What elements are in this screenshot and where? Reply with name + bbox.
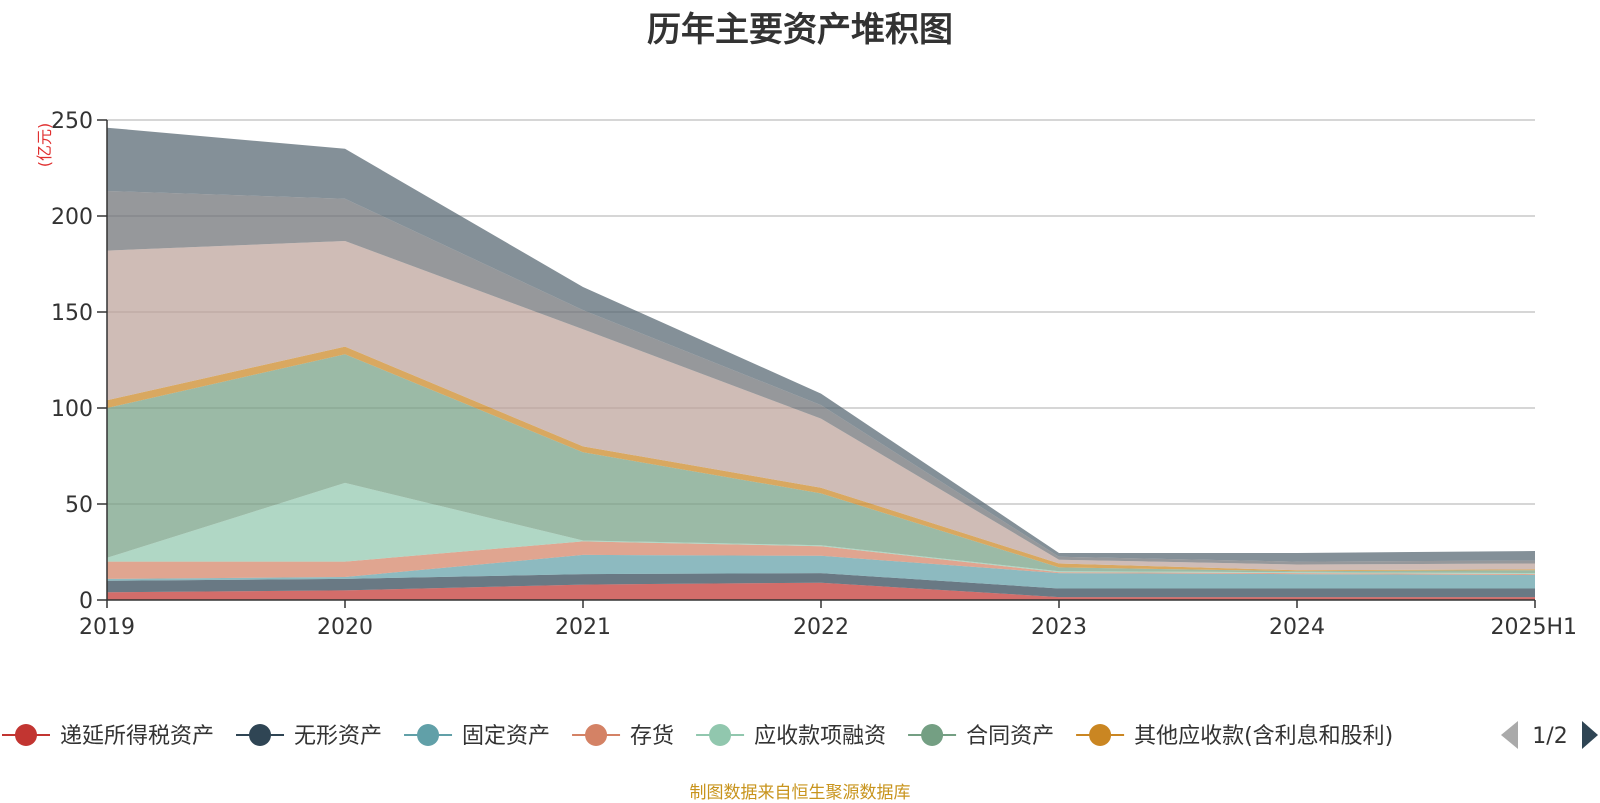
legend: 递延所得税资产 无形资产 固定资产 存货 应收款项融资 合同资产 其他应收款(含利息和股利)… bbox=[2, 721, 1598, 749]
legend-item[interactable]: 其他应收款(含利息和股利) bbox=[1076, 724, 1393, 749]
legend-label: 存货 bbox=[630, 724, 674, 749]
legend-label: 其他应收款(含利息和股利) bbox=[1134, 724, 1393, 749]
legend-label: 无形资产 bbox=[294, 724, 382, 749]
legend-marker bbox=[417, 724, 440, 746]
legend-item[interactable]: 应收款项融资 bbox=[696, 724, 886, 749]
area-series bbox=[107, 127, 1535, 600]
legend-item[interactable]: 合同资产 bbox=[908, 724, 1054, 749]
axes: 0 50 100 150 200 250(亿元) 2019 2020 2021 2022 2023 2… bbox=[35, 109, 1577, 640]
area-series-7 bbox=[107, 346, 1535, 572]
source-note: 制图数据来自恒生聚源数据库 bbox=[689, 783, 911, 803]
legend-label: 应收款项融资 bbox=[754, 724, 886, 749]
area-series-4 bbox=[107, 541, 1535, 579]
y-tick-label: 50 bbox=[65, 493, 93, 518]
legend-label: 固定资产 bbox=[462, 724, 550, 749]
area-series-5 bbox=[107, 482, 1535, 575]
area-series-8 bbox=[107, 241, 1535, 571]
y-tick-label: 100 bbox=[51, 397, 93, 422]
area-series-10 bbox=[107, 127, 1535, 562]
chart-title: 历年主要资产堆积图 bbox=[647, 10, 953, 50]
legend-item[interactable]: 固定资产 bbox=[404, 724, 550, 749]
x-tick-label: 2024 bbox=[1269, 615, 1325, 640]
area-series-3 bbox=[107, 554, 1535, 589]
legend-label: 递延所得税资产 bbox=[60, 724, 214, 749]
y-tick-label: 200 bbox=[51, 205, 93, 230]
legend-item[interactable]: 递延所得税资产 bbox=[2, 724, 214, 749]
legend-marker bbox=[15, 724, 37, 746]
area-series-6 bbox=[107, 354, 1535, 574]
legend-marker bbox=[249, 724, 272, 746]
x-tick-label: 2025H1 bbox=[1490, 615, 1577, 640]
legend-item[interactable]: 存货 bbox=[572, 724, 674, 749]
area-series-9 bbox=[107, 191, 1535, 565]
legend-marker bbox=[921, 724, 944, 746]
y-tick-label: 0 bbox=[79, 589, 93, 614]
y-axis-unit-label: (亿元) bbox=[35, 123, 54, 168]
legend-label: 合同资产 bbox=[966, 724, 1054, 749]
y-tick-label: 250 bbox=[51, 109, 93, 134]
y-tick-label: 150 bbox=[51, 301, 93, 326]
legend-page-indicator: 1/2 bbox=[1532, 724, 1567, 749]
area-series-2 bbox=[107, 573, 1535, 598]
area-series-1 bbox=[107, 582, 1535, 600]
legend-item[interactable]: 无形资产 bbox=[236, 724, 382, 749]
x-tick-label: 2019 bbox=[79, 615, 135, 640]
legend-marker bbox=[709, 724, 732, 746]
legend-prev-page-icon[interactable] bbox=[1501, 721, 1518, 749]
x-tick-label: 2022 bbox=[793, 615, 849, 640]
legend-next-page-icon[interactable] bbox=[1582, 721, 1598, 749]
legend-marker bbox=[585, 724, 608, 746]
x-tick-label: 2021 bbox=[555, 615, 611, 640]
x-tick-label: 2023 bbox=[1031, 615, 1087, 640]
x-tick-label: 2020 bbox=[317, 615, 373, 640]
legend-marker bbox=[1089, 724, 1112, 746]
